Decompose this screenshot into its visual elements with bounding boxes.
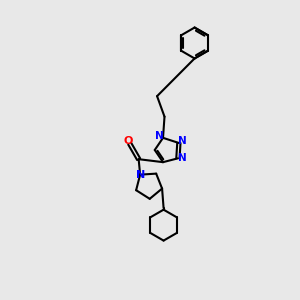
Text: N: N (178, 153, 186, 163)
Text: N: N (178, 136, 187, 146)
Text: O: O (123, 136, 133, 146)
Text: N: N (155, 131, 164, 141)
Text: N: N (136, 169, 145, 180)
